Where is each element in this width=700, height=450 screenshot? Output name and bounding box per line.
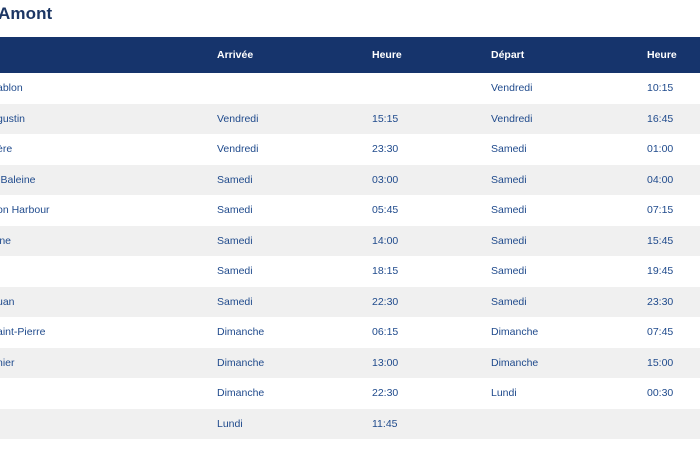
port-cell: gustin (0, 112, 26, 125)
port-cell: aint-Pierre (0, 326, 46, 339)
table-row: i Lundi 11:45 (0, 408, 700, 439)
table-row: ablon Vendredi 10:15 (0, 73, 700, 104)
departure-day-cell: Dimanche (491, 326, 539, 339)
departure-time-cell: 19:45 (647, 265, 674, 278)
arrival-day-cell: Samedi (217, 295, 253, 308)
departure-time-cell: 04:00 (647, 173, 674, 186)
port-cell: nier (0, 356, 15, 369)
arrival-day-cell: Samedi (217, 265, 253, 278)
arrival-day-cell: Samedi (217, 234, 253, 247)
arrival-day-cell: Vendredi (217, 143, 259, 156)
arrival-day-cell: Samedi (217, 204, 253, 217)
arrival-time-cell: 13:00 (372, 356, 399, 369)
arrival-day-cell: Lundi (217, 417, 243, 430)
table-row: gustin Vendredi 15:15 Vendredi 16:45 (0, 103, 700, 134)
header-departure-day: Départ (491, 49, 525, 61)
table-header: Arrivée Heure Départ Heure (0, 37, 700, 73)
departure-time-cell: 10:15 (647, 82, 674, 95)
arrival-day-cell: Samedi (217, 173, 253, 186)
section-title: Amont (0, 4, 53, 23)
table-row: on Harbour Samedi 05:45 Samedi 07:15 (0, 195, 700, 226)
arrival-time-cell: 23:30 (372, 143, 399, 156)
departure-time-cell: 00:30 (647, 387, 674, 400)
port-cell: ère (0, 143, 13, 156)
departure-time-cell: 23:30 (647, 295, 674, 308)
header-departure-time: Heure (647, 49, 677, 61)
departure-day-cell: Dimanche (491, 356, 539, 369)
port-cell: ablon (0, 82, 23, 95)
table-row: ine Samedi 14:00 Samedi 15:45 (0, 225, 700, 256)
arrival-day-cell: Dimanche (217, 326, 265, 339)
port-cell: on Harbour (0, 204, 50, 217)
arrival-time-cell: 22:30 (372, 387, 399, 400)
arrival-day-cell: Vendredi (217, 112, 259, 125)
departure-time-cell: 15:00 (647, 356, 674, 369)
departure-day-cell: Vendredi (491, 82, 533, 95)
arrival-time-cell: 22:30 (372, 295, 399, 308)
departure-day-cell: Samedi (491, 173, 527, 186)
schedule-table: Arrivée Heure Départ Heure ablon Vendred… (0, 37, 700, 439)
port-cell: uan (0, 295, 15, 308)
table-row: ère Vendredi 23:30 Samedi 01:00 (0, 134, 700, 165)
table-row: nier Dimanche 13:00 Dimanche 15:00 (0, 347, 700, 378)
arrival-time-cell: 05:45 (372, 204, 399, 217)
departure-day-cell: Samedi (491, 143, 527, 156)
departure-time-cell: 16:45 (647, 112, 674, 125)
table-row: Dimanche 22:30 Lundi 00:30 (0, 378, 700, 409)
departure-day-cell: Samedi (491, 204, 527, 217)
table-row: uan Samedi 22:30 Samedi 23:30 (0, 286, 700, 317)
arrival-day-cell: Dimanche (217, 356, 265, 369)
departure-time-cell: 01:00 (647, 143, 674, 156)
arrival-time-cell: 03:00 (372, 173, 399, 186)
arrival-time-cell: 18:15 (372, 265, 399, 278)
port-cell: -Baleine (0, 173, 36, 186)
departure-time-cell: 07:15 (647, 204, 674, 217)
departure-day-cell: Samedi (491, 265, 527, 278)
arrival-time-cell: 14:00 (372, 234, 399, 247)
arrival-time-cell: 11:45 (372, 417, 398, 430)
header-arrival-day: Arrivée (217, 49, 254, 61)
table-row: -Baleine Samedi 03:00 Samedi 04:00 (0, 164, 700, 195)
departure-day-cell: Vendredi (491, 112, 533, 125)
port-cell: ine (0, 234, 12, 247)
arrival-day-cell: Dimanche (217, 387, 265, 400)
departure-day-cell: Samedi (491, 295, 527, 308)
arrival-time-cell: 15:15 (372, 112, 399, 125)
table-row: aint-Pierre Dimanche 06:15 Dimanche 07:4… (0, 317, 700, 348)
departure-day-cell: Lundi (491, 387, 517, 400)
departure-time-cell: 15:45 (647, 234, 674, 247)
departure-day-cell: Samedi (491, 234, 527, 247)
departure-time-cell: 07:45 (647, 326, 674, 339)
header-arrival-time: Heure (372, 49, 402, 61)
table-row: Samedi 18:15 Samedi 19:45 (0, 256, 700, 287)
arrival-time-cell: 06:15 (372, 326, 399, 339)
